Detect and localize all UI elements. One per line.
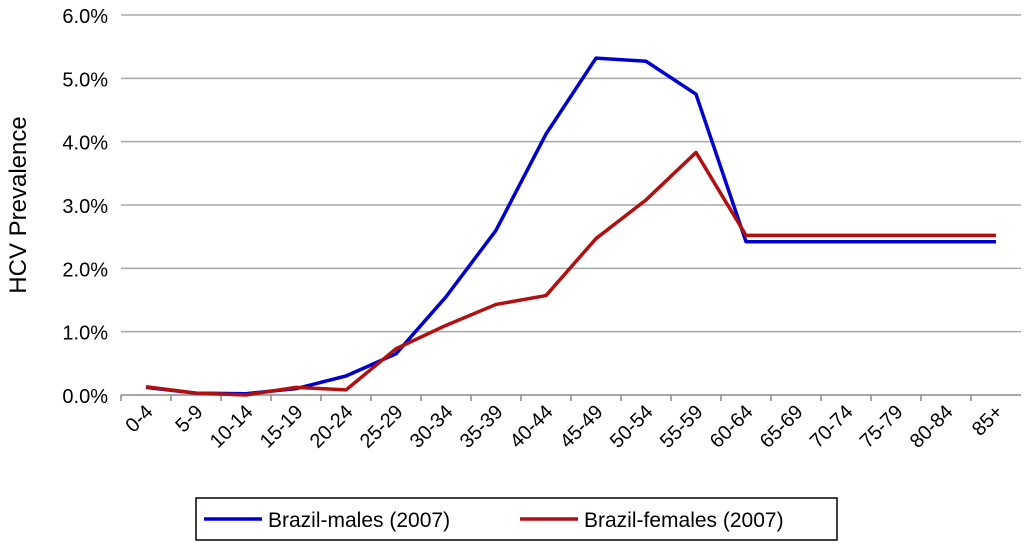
x-tick-label: 30-34 [406, 401, 458, 453]
legend-label: Brazil-males (2007) [268, 509, 450, 532]
x-tick-label: 25-29 [356, 401, 408, 453]
series-line-males [146, 58, 996, 394]
x-tick-label: 15-19 [256, 401, 308, 453]
x-tick-label: 45-49 [556, 401, 608, 453]
x-tick-label: 60-64 [706, 401, 758, 453]
legend-label: Brazil-females (2007) [584, 509, 784, 532]
y-axis-label: HCV Prevalence [5, 116, 32, 293]
series-line-females [146, 152, 996, 395]
x-tick-label: 0-4 [122, 401, 158, 437]
x-tick-label: 5-9 [172, 401, 208, 437]
y-tick-label: 4.0% [62, 133, 108, 155]
x-tick-label: 75-79 [856, 401, 908, 453]
y-tick-label: 6.0% [62, 6, 108, 28]
x-tick-label: 35-39 [456, 401, 508, 453]
x-tick-label: 80-84 [906, 401, 958, 453]
x-tick-label: 40-44 [506, 401, 558, 453]
y-tick-label: 3.0% [62, 196, 108, 218]
x-tick-label: 55-59 [656, 401, 708, 453]
x-tick-label: 65-69 [756, 401, 808, 453]
y-tick-label: 5.0% [62, 69, 108, 91]
y-tick-label: 0.0% [62, 386, 108, 408]
x-tick-label: 20-24 [306, 401, 358, 453]
legend: Brazil-males (2007) Brazil-females (2007) [196, 498, 837, 540]
x-tick-label: 50-54 [606, 401, 658, 453]
y-tick-label: 2.0% [62, 259, 108, 281]
y-tick-label: 1.0% [62, 323, 108, 345]
x-tick-label: 85+ [968, 401, 1008, 441]
x-tick-label: 70-74 [806, 401, 858, 453]
x-tick-label: 10-14 [206, 401, 258, 453]
